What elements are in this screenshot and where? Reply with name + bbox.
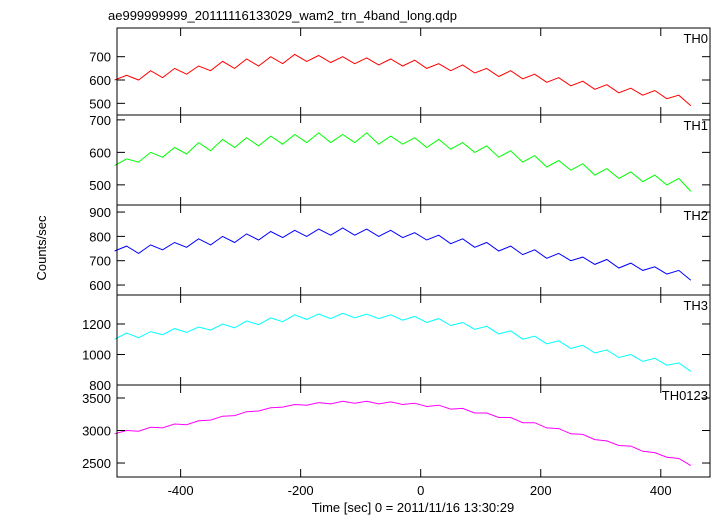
data-line	[114, 132, 692, 192]
chart-title: ae999999999_20111116133029_wam2_trn_4ban…	[108, 8, 457, 23]
data-line	[114, 400, 692, 467]
y-tick-label: 500	[89, 178, 111, 193]
panel-frame	[116, 27, 711, 116]
y-tick-label: 700	[89, 50, 111, 65]
y-tick-label: 700	[89, 254, 111, 269]
y-tick-label: 500	[89, 96, 111, 111]
panel-frame	[116, 294, 711, 386]
x-axis-label: Time [sec] 0 = 2011/11/16 13:30:29	[312, 500, 514, 515]
y-tick-label: 1000	[82, 347, 111, 362]
panel-label: TH0123	[662, 388, 708, 403]
panel-label: TH0	[683, 31, 708, 46]
x-tick-label: -200	[288, 483, 314, 498]
y-tick-label: 600	[89, 73, 111, 88]
y-tick-label: 800	[89, 229, 111, 244]
y-tick-label: 1200	[82, 317, 111, 332]
panel-frame	[116, 384, 711, 478]
y-tick-label: 800	[89, 378, 111, 393]
x-tick-label: 0	[417, 483, 424, 498]
panel-label: TH3	[683, 298, 708, 313]
y-tick-label: 600	[89, 278, 111, 293]
y-tick-label: 3500	[82, 391, 111, 406]
x-tick-label: -400	[168, 483, 194, 498]
panel-label: TH1	[683, 118, 708, 133]
panel-label: TH2	[683, 208, 708, 223]
y-tick-label: 2500	[82, 456, 111, 471]
panel-frame	[116, 204, 711, 296]
data-line	[114, 227, 692, 281]
y-tick-label: 900	[89, 205, 111, 220]
data-line	[114, 53, 692, 107]
y-axis-label: Counts/sec	[34, 215, 49, 281]
data-line	[114, 312, 692, 372]
y-tick-label: 3000	[82, 424, 111, 439]
x-tick-label: 400	[650, 483, 672, 498]
panel-frame	[116, 114, 711, 206]
y-tick-label: 700	[89, 113, 111, 128]
x-tick-label: 200	[530, 483, 552, 498]
y-tick-label: 600	[89, 145, 111, 160]
